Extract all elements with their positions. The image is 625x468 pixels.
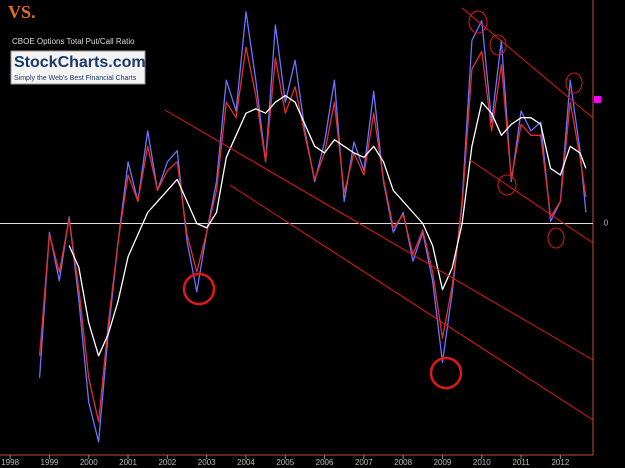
highlight-circle	[182, 272, 216, 306]
channel-line	[461, 7, 594, 119]
x-tick-label: 1998	[1, 458, 19, 467]
series-line	[38, 11, 587, 443]
logo-box	[10, 50, 146, 85]
chart-title: CBOE Options Total Put/Call Ratio	[12, 37, 135, 46]
x-tick-label: 2009	[434, 458, 452, 467]
x-tick-label: 2010	[473, 458, 491, 467]
x-tick-label: 2000	[80, 458, 98, 467]
highlight-circle	[547, 227, 565, 249]
x-tick-label: 2001	[119, 458, 137, 467]
plot-area	[0, 0, 594, 459]
y-tick-label: 0	[604, 219, 609, 228]
logo-name: StockCharts.com	[14, 54, 146, 71]
annotations	[164, 7, 594, 421]
series-line	[68, 94, 587, 357]
logo-tagline: Simply the Web's Best Financial Charts	[14, 75, 137, 82]
price-marker	[594, 96, 601, 103]
x-tick-label: 2006	[316, 458, 334, 467]
highlight-circle	[489, 34, 507, 56]
highlight-circle	[429, 356, 463, 390]
x-tick-label: 2002	[158, 458, 176, 467]
channel-line	[229, 184, 594, 421]
highlight-circle	[565, 72, 583, 94]
channel-line	[469, 159, 594, 244]
series-line	[38, 46, 587, 423]
highlight-circle	[468, 10, 488, 34]
x-tick-label: 2005	[276, 458, 294, 467]
x-tick-label: 2004	[237, 458, 255, 467]
x-tick-label: 2011	[512, 458, 530, 467]
channel-line	[164, 109, 594, 361]
x-tick-label: 2012	[551, 458, 569, 467]
highlight-circle	[497, 174, 517, 196]
header-text: VS.	[8, 2, 36, 22]
x-tick-label: 2007	[355, 458, 373, 467]
x-tick-label: 2003	[198, 458, 216, 467]
x-tick-label: 2008	[394, 458, 412, 467]
x-tick-label: 1999	[41, 458, 59, 467]
